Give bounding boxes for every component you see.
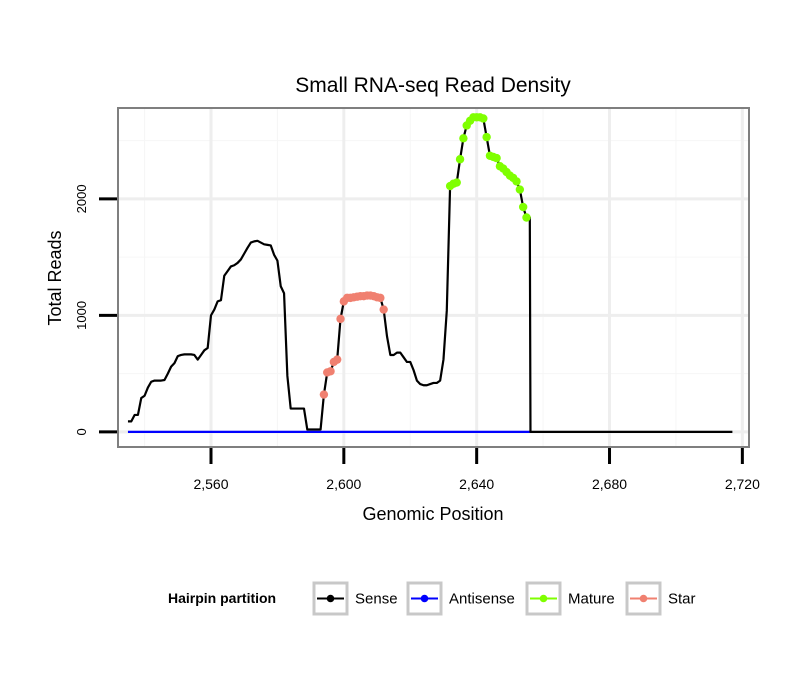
legend-title: Hairpin partition [168, 590, 276, 606]
x-tick-label: 2,560 [193, 476, 228, 492]
legend: Hairpin partition Sense Antisense Mature St… [168, 581, 696, 616]
legend-label-antisense: Antisense [449, 591, 515, 608]
legend-key-point [326, 594, 335, 603]
y-tick-label: 2000 [74, 184, 89, 213]
grid-minor [119, 109, 748, 446]
data-point-star [326, 367, 335, 376]
data-point-mature [459, 134, 468, 143]
data-point-star [332, 355, 342, 364]
data-point-mature [479, 114, 488, 123]
data-point-star [376, 293, 385, 303]
legend-key-point [539, 594, 548, 603]
x-tick-label: 2,680 [592, 476, 627, 492]
x-tick-label: 2,720 [725, 476, 760, 492]
chart-title: Small RNA-seq Read Density [295, 74, 571, 97]
x-axis: 2,560 2,600 2,640 2,680 2,720 [193, 448, 760, 492]
data-point-mature [455, 155, 465, 164]
x-axis-title: Genomic Position [362, 504, 503, 524]
data-point-mature [522, 213, 531, 222]
legend-label-mature: Mature [568, 591, 615, 608]
x-tick-label: 2,640 [459, 476, 494, 492]
data-point-mature [452, 178, 461, 187]
data-point-star [319, 390, 329, 399]
data-point-mature [492, 153, 501, 163]
data-point-mature [518, 202, 528, 212]
data-point-star [379, 305, 388, 314]
data-point-mature [512, 177, 521, 186]
x-tick-label: 2,600 [326, 476, 361, 492]
y-axis-title: Total Reads [45, 230, 65, 325]
data-point-mature [482, 132, 491, 142]
legend-entries: Sense Antisense Mature Star [312, 581, 696, 616]
legend-label-star: Star [668, 591, 696, 608]
y-axis: 0 1000 2000 [74, 184, 117, 435]
legend-key-point [420, 594, 429, 603]
legend-label-sense: Sense [355, 591, 398, 608]
series-points [319, 113, 531, 399]
y-tick-label: 1000 [74, 301, 89, 330]
plot-panel [117, 107, 750, 448]
legend-key-point [639, 594, 648, 603]
y-tick-label: 0 [74, 428, 89, 435]
data-point-star [336, 314, 345, 324]
data-point-mature [515, 185, 525, 194]
